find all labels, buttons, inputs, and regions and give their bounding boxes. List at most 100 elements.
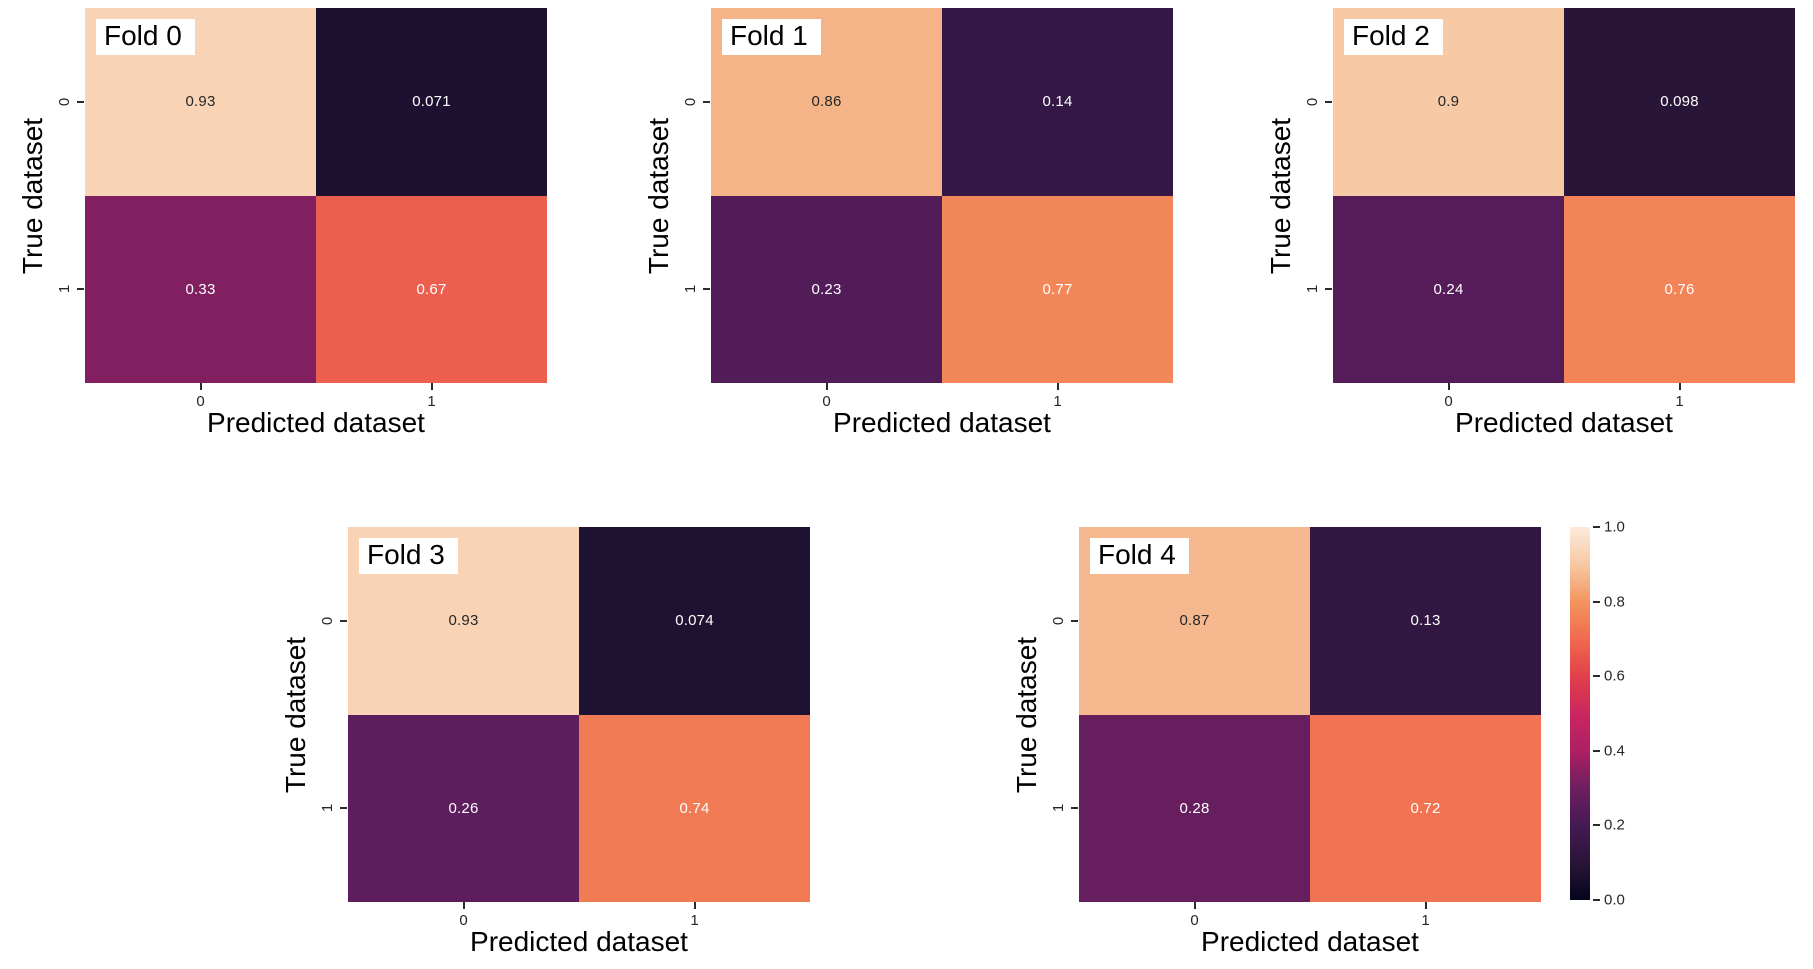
colorbar: 1.0 0.8 0.6 0.4 0.2 0.0: [1570, 519, 1625, 909]
cell-value: 0.93: [448, 612, 479, 630]
y-tick-label: 0: [1050, 616, 1067, 625]
heatmap-cell-r1c0: 0.24: [1333, 195, 1564, 383]
x-tick-label: 0: [459, 912, 468, 929]
y-tick-mark: [340, 619, 347, 622]
x-tick-mark: [1056, 383, 1059, 390]
cell-value: 0.72: [1410, 799, 1441, 817]
colorbar-gradient: [1570, 527, 1590, 900]
subplot-fold-4: 0.87 0.13 0.28 0.72 Fold 4 0 0 1 1 Predicted data…: [1011, 527, 1541, 957]
subplot-fold-1: 0.86 0.14 0.23 0.77 Fold 1 0 0 1 1 Predicted data…: [643, 8, 1173, 438]
colorbar-tick-mark: [1593, 899, 1600, 901]
x-tick-label: 1: [1421, 912, 1430, 929]
x-tick-mark: [1447, 383, 1450, 390]
fold-title: Fold 1: [722, 19, 821, 55]
cell-value: 0.098: [1660, 93, 1699, 111]
y-axis-label: True dataset: [1011, 636, 1042, 793]
x-tick-label: 0: [1190, 912, 1199, 929]
subplot-fold-0: 0.93 0.071 0.33 0.67 Fold 0 0 0 1 1 Predicted dat…: [17, 8, 547, 438]
heatmap-cell-r1c1: 0.74: [579, 714, 810, 902]
colorbar-tick-label: 0.0: [1604, 891, 1625, 909]
cell-value: 0.24: [1433, 280, 1464, 298]
heatmap-cell-r1c0: 0.33: [85, 195, 316, 383]
y-tick-label: 1: [1050, 804, 1067, 813]
y-axis-label: True dataset: [17, 117, 48, 274]
x-axis-label: Predicted dataset: [470, 926, 688, 957]
heatmap-cell-r0c1: 0.14: [942, 8, 1173, 196]
y-tick-label: 0: [682, 97, 699, 106]
y-tick-mark: [77, 100, 84, 103]
x-tick-mark: [430, 383, 433, 390]
x-axis-label: Predicted dataset: [1201, 926, 1419, 957]
cell-value: 0.9: [1437, 93, 1460, 111]
x-tick-mark: [693, 902, 696, 909]
cell-value: 0.76: [1664, 280, 1695, 298]
heatmap-cell-r1c1: 0.76: [1564, 195, 1795, 383]
subplot-fold-2: 0.9 0.098 0.24 0.76 Fold 2 0 0 1 1 Predicted data…: [1265, 8, 1795, 438]
x-axis-label: Predicted dataset: [833, 407, 1051, 438]
cell-value: 0.87: [1179, 612, 1210, 630]
x-tick-label: 0: [822, 393, 831, 410]
x-tick-label: 1: [1675, 393, 1684, 410]
y-tick-mark: [703, 100, 710, 103]
colorbar-tick-label: 1.0: [1604, 518, 1625, 536]
colorbar-tick-mark: [1593, 824, 1600, 827]
x-tick-mark: [1424, 902, 1427, 909]
colorbar-tick-mark: [1593, 749, 1600, 752]
x-axis-label: Predicted dataset: [207, 407, 425, 438]
y-tick-label: 1: [682, 285, 699, 294]
y-tick-mark: [340, 807, 347, 810]
y-axis-label: True dataset: [643, 117, 674, 274]
y-tick-mark: [1071, 807, 1078, 810]
y-tick-label: 0: [56, 97, 73, 106]
heatmap-cell-r1c1: 0.72: [1310, 714, 1541, 902]
heatmap-cell-r1c1: 0.77: [942, 195, 1173, 383]
cell-value: 0.33: [185, 280, 216, 298]
x-tick-mark: [1678, 383, 1681, 390]
colorbar-tick-mark: [1593, 526, 1600, 528]
cell-value: 0.28: [1179, 799, 1210, 817]
heatmap-cell-r0c1: 0.13: [1310, 527, 1541, 715]
y-tick-label: 0: [1304, 97, 1321, 106]
y-tick-mark: [1325, 288, 1332, 291]
x-tick-label: 0: [1444, 393, 1453, 410]
y-tick-label: 1: [319, 804, 336, 813]
cell-value: 0.074: [675, 612, 714, 630]
fold-title: Fold 2: [1344, 19, 1443, 55]
cell-value: 0.23: [811, 280, 842, 298]
colorbar-tick-label: 0.2: [1604, 816, 1625, 834]
cell-value: 0.13: [1410, 612, 1441, 630]
x-tick-mark: [1193, 902, 1196, 909]
x-tick-label: 1: [1053, 393, 1062, 410]
cell-value: 0.74: [679, 799, 710, 817]
cell-value: 0.14: [1042, 93, 1073, 111]
x-axis-label: Predicted dataset: [1455, 407, 1673, 438]
x-tick-label: 1: [427, 393, 436, 410]
heatmap-cell-r1c0: 0.28: [1079, 714, 1310, 902]
colorbar-tick-label: 0.6: [1604, 667, 1625, 685]
colorbar-tick-label: 0.4: [1604, 742, 1625, 760]
heatmap-cell-r0c1: 0.098: [1564, 8, 1795, 196]
cell-value: 0.26: [448, 799, 479, 817]
cell-value: 0.86: [811, 93, 842, 111]
y-tick-mark: [77, 288, 84, 291]
heatmap-cell-r1c1: 0.67: [316, 195, 547, 383]
fold-title: Fold 0: [96, 19, 195, 55]
heatmap-cell-r0c1: 0.074: [579, 527, 810, 715]
y-tick-mark: [703, 288, 710, 291]
heatmap-cell-r1c0: 0.26: [348, 714, 579, 902]
x-tick-label: 0: [196, 393, 205, 410]
heatmap-cell-r0c1: 0.071: [316, 8, 547, 196]
x-tick-mark: [825, 383, 828, 390]
y-tick-mark: [1071, 619, 1078, 622]
fold-title: Fold 4: [1090, 538, 1189, 574]
x-tick-label: 1: [690, 912, 699, 929]
cell-value: 0.071: [412, 93, 451, 111]
colorbar-tick-mark: [1593, 675, 1600, 678]
colorbar-tick-label: 0.8: [1604, 593, 1625, 611]
y-tick-label: 0: [319, 616, 336, 625]
cell-value: 0.77: [1042, 280, 1073, 298]
x-tick-mark: [199, 383, 202, 390]
colorbar-tick-mark: [1593, 600, 1600, 603]
x-tick-mark: [462, 902, 465, 909]
